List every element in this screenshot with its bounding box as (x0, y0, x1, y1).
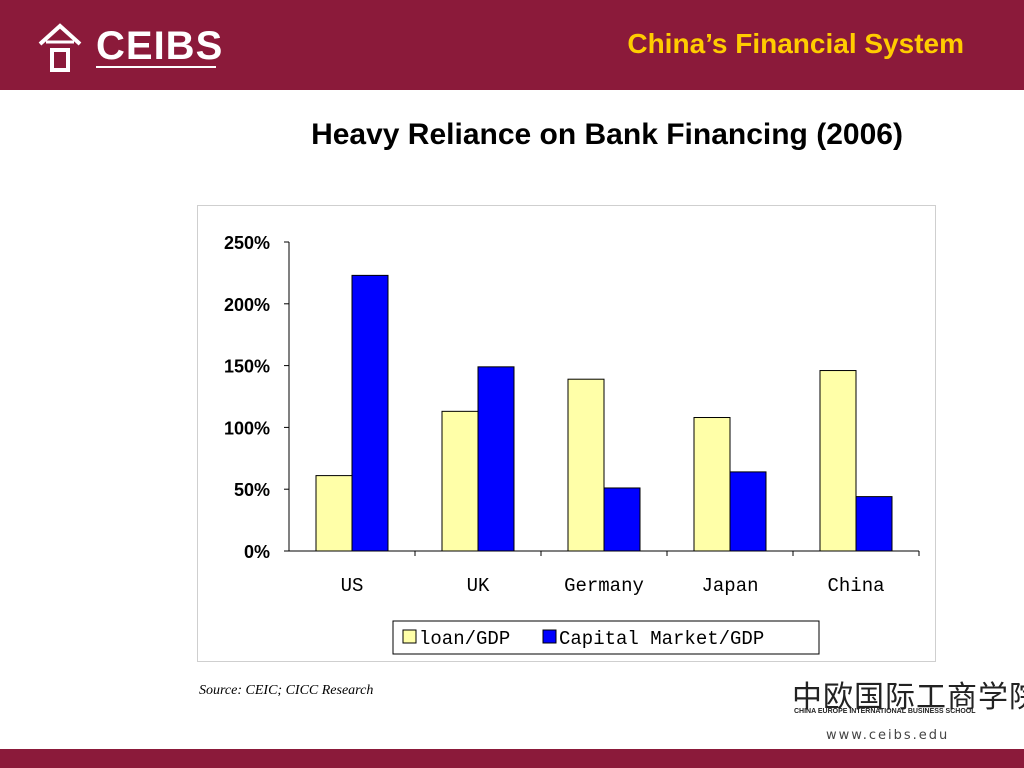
y-tick-label: 100% (224, 418, 270, 438)
legend-box (392, 620, 820, 655)
logo-underline (96, 66, 216, 68)
ceibs-logo[interactable]: CEIBS (36, 18, 236, 74)
slide-section-title: China’s Financial System (627, 28, 964, 59)
y-tick-label: 250% (224, 233, 270, 253)
school-logo: 中欧国际工商学院 China Europe International Busi… (792, 672, 1024, 720)
x-tick-label: US (341, 575, 364, 597)
header-bar: CEIBS China’s Financial System (0, 0, 1024, 90)
y-tick-label: 50% (234, 480, 270, 500)
chart-container: 0% 50% 100% 150% 200% 250% US UK Germany Japan Chi… (197, 205, 936, 662)
x-tick-label: Japan (701, 575, 758, 597)
bar-chart: 0% 50% 100% 150% 200% 250% US UK Germany Japan Chi… (224, 233, 920, 655)
x-tick-label: UK (467, 575, 490, 597)
ceibs-emblem-icon (38, 23, 82, 72)
bar-loan-gdp (315, 475, 353, 552)
bar-capital-market-gdp (351, 274, 389, 552)
legend-swatch (402, 629, 417, 644)
y-tick-label: 150% (224, 357, 270, 377)
bar-capital-market-gdp (729, 471, 767, 552)
y-tick-label: 200% (224, 295, 270, 315)
bar-loan-gdp (567, 378, 605, 552)
bar-loan-gdp (819, 370, 857, 552)
legend-label: Capital Market/GDP (559, 628, 764, 650)
bar-capital-market-gdp (603, 487, 641, 552)
y-tick-label: 0% (244, 542, 270, 562)
school-english-name: China Europe International Business Scho… (794, 708, 976, 715)
bar-loan-gdp (693, 417, 731, 552)
bar-capital-market-gdp (855, 496, 893, 552)
legend-swatch (542, 629, 557, 644)
bar-capital-market-gdp (477, 366, 515, 552)
legend-label: loan/GDP (419, 628, 510, 650)
school-chinese-name: 中欧国际工商学院 (792, 680, 1024, 715)
chart-title: Heavy Reliance on Bank Financing (2006) (311, 118, 903, 151)
logo-text: CEIBS (96, 24, 224, 68)
x-tick-label: Germany (564, 575, 644, 597)
source-note: Source: CEIC; CICC Research (199, 683, 374, 698)
footer-bar (0, 749, 1024, 768)
website-link[interactable]: www.ceibs.edu (826, 728, 950, 743)
bar-loan-gdp (441, 410, 479, 552)
x-tick-label: China (827, 575, 884, 597)
